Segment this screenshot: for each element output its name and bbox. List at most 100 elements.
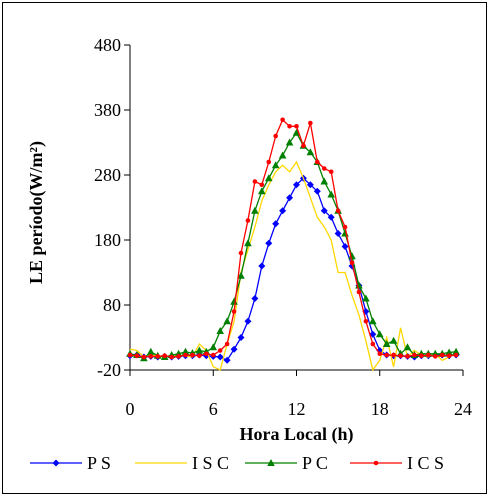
data-point <box>398 353 403 359</box>
data-point <box>293 181 300 189</box>
data-point <box>432 354 438 359</box>
x-tick-label: 12 <box>288 399 306 419</box>
data-point <box>389 336 398 344</box>
data-point <box>244 239 252 247</box>
data-point <box>141 354 147 360</box>
data-point <box>237 271 245 279</box>
data-point <box>265 239 273 247</box>
series-4 <box>127 117 459 360</box>
data-point <box>328 169 334 175</box>
data-point <box>224 341 230 347</box>
data-point <box>251 206 259 214</box>
data-point <box>446 353 452 359</box>
data-point <box>259 182 265 188</box>
data-point <box>127 352 133 358</box>
data-point <box>363 318 369 324</box>
y-tick-label: 280 <box>94 165 121 185</box>
data-point <box>216 353 224 361</box>
data-point <box>306 181 314 189</box>
legend-marker <box>52 459 60 467</box>
data-point <box>375 330 384 338</box>
data-point <box>294 123 299 129</box>
data-point <box>217 348 223 353</box>
data-point <box>204 351 209 357</box>
data-point <box>405 354 410 359</box>
data-point <box>431 349 440 357</box>
legend-item: I C S <box>350 453 444 473</box>
data-point <box>419 353 424 359</box>
data-point <box>271 161 280 169</box>
data-point <box>176 354 181 359</box>
x-tick-label: 18 <box>371 399 389 419</box>
x-tick-label: 24 <box>454 399 472 419</box>
y-axis-label: LE período(W/m²) <box>26 141 47 284</box>
data-point <box>342 224 348 230</box>
data-point <box>286 194 294 202</box>
data-point <box>238 250 244 256</box>
data-point <box>134 353 140 359</box>
data-point <box>264 174 273 182</box>
data-point <box>148 354 154 359</box>
data-point <box>190 352 195 358</box>
data-point <box>278 151 287 159</box>
y-axis-ticks: -20 80 180 280 380 480 <box>94 35 130 380</box>
data-point <box>181 347 190 355</box>
data-point <box>301 143 306 149</box>
data-point <box>266 159 272 165</box>
series-line <box>129 177 457 362</box>
data-point <box>174 349 183 357</box>
data-point <box>285 138 294 146</box>
data-point <box>426 352 431 358</box>
y-tick-label: 380 <box>94 100 121 120</box>
chart-frame <box>2 2 487 494</box>
data-point <box>223 356 231 364</box>
data-point <box>210 352 216 358</box>
data-point <box>209 343 218 351</box>
y-tick-label: 180 <box>94 230 121 250</box>
data-point <box>197 353 202 359</box>
data-point <box>356 289 362 295</box>
data-point <box>369 317 377 325</box>
axes <box>129 45 463 371</box>
legend-item: P S <box>30 453 111 473</box>
data-point <box>320 177 329 185</box>
data-point <box>334 230 342 237</box>
data-point <box>412 352 417 358</box>
data-point <box>169 354 174 360</box>
legend-item: I S C <box>135 453 229 473</box>
data-point <box>280 117 285 123</box>
data-point <box>327 190 335 198</box>
data-point <box>452 347 460 355</box>
legend-marker <box>373 460 379 466</box>
legend-marker <box>267 459 275 466</box>
legend-label: P C <box>302 453 328 473</box>
data-point <box>258 187 266 195</box>
series-2 <box>129 160 457 372</box>
data-point <box>183 352 188 358</box>
data-point <box>279 207 287 215</box>
data-point <box>272 220 280 228</box>
data-point <box>362 294 370 302</box>
data-point <box>369 330 377 338</box>
data-point <box>306 148 315 156</box>
data-point <box>384 352 389 358</box>
legend-item: P C <box>245 453 328 473</box>
x-tick-label: 6 <box>209 399 218 419</box>
data-point <box>223 317 231 325</box>
data-point <box>391 352 396 358</box>
y-tick-label: 480 <box>94 35 121 55</box>
data-point <box>273 133 278 139</box>
data-point <box>370 341 376 347</box>
series-line <box>129 160 457 372</box>
data-point <box>445 348 453 356</box>
legend-label: I S C <box>192 453 229 473</box>
series-layer <box>126 117 460 372</box>
data-point <box>230 345 238 353</box>
data-point <box>321 166 327 171</box>
data-point <box>348 252 356 260</box>
data-point <box>251 295 259 302</box>
data-point <box>320 207 328 215</box>
y-tick-label: 80 <box>103 295 121 315</box>
